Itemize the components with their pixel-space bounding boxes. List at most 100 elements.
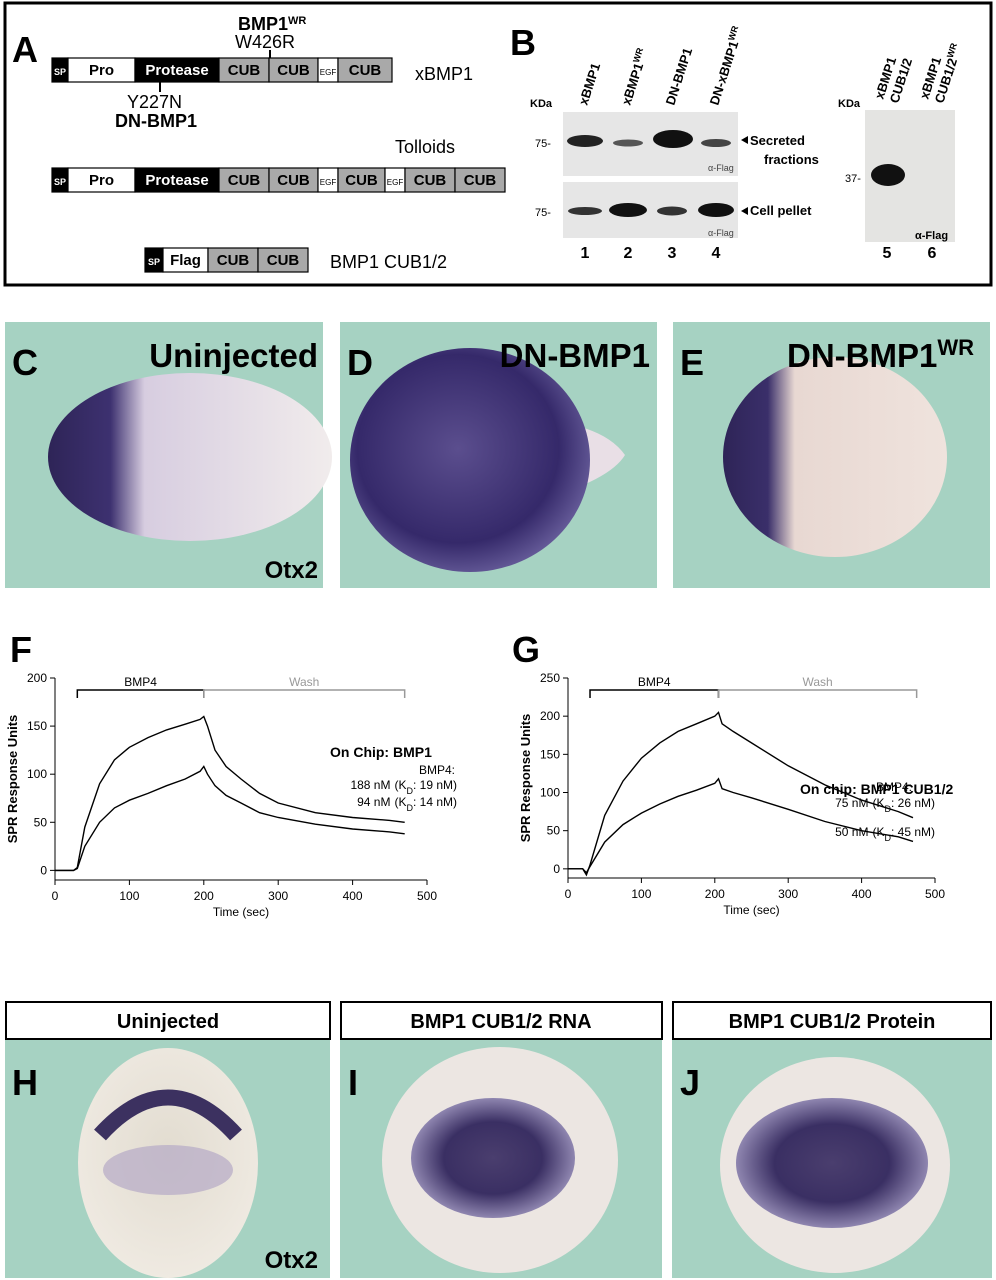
panel-letter: A xyxy=(12,29,38,70)
domain xyxy=(337,57,393,83)
x-tick-label: 300 xyxy=(268,889,288,903)
lane-number: 5 xyxy=(883,245,892,262)
band xyxy=(609,203,647,217)
domain-label: Flag xyxy=(170,252,201,269)
domain-label: Pro xyxy=(89,62,114,79)
domain-label: CUB xyxy=(414,172,447,189)
domain-label: CUB xyxy=(228,172,261,189)
domain xyxy=(268,57,319,83)
series-name: 75 nM xyxy=(835,796,868,810)
mutation-name: BMP1WR xyxy=(238,14,306,34)
panel-title: Uninjected xyxy=(149,337,318,374)
y-tick-label: 100 xyxy=(540,786,560,800)
x-tick-label: 300 xyxy=(778,887,798,901)
panel-title: BMP1 CUB1/2 RNA xyxy=(410,1011,591,1033)
y-tick-label: 0 xyxy=(553,862,560,876)
y-tick-label: 150 xyxy=(27,719,47,733)
kd-sub: D xyxy=(406,786,413,796)
kd-sub: D xyxy=(884,833,891,843)
kd: : 19 nM) xyxy=(413,778,457,792)
x-tick-label: 200 xyxy=(194,889,214,903)
domain xyxy=(218,167,270,193)
x-tick-label: 500 xyxy=(925,887,945,901)
panel-title: BMP1 CUB1/2 Protein xyxy=(729,1011,936,1033)
domain-label: EGF xyxy=(320,68,337,77)
top-frame xyxy=(3,1,993,287)
series-header: BMP4: xyxy=(876,780,912,794)
series-label: 188 nM (KD: 19 nM) xyxy=(350,778,457,796)
domain xyxy=(162,247,209,273)
band xyxy=(701,139,731,147)
annotation: On chip: BMP1 CUB1/2 xyxy=(800,781,953,797)
kda-label: KDa xyxy=(838,98,861,110)
band xyxy=(568,207,602,215)
lane-number: 2 xyxy=(624,245,633,262)
panel-letter: B xyxy=(510,22,536,63)
band xyxy=(698,203,734,217)
domain xyxy=(67,167,136,193)
stain xyxy=(411,1098,575,1218)
series-line xyxy=(568,711,914,877)
x-tick-label: 0 xyxy=(565,887,572,901)
mutation: Y227N xyxy=(127,92,182,112)
superscript: WR xyxy=(631,46,645,64)
y-tick-label: 100 xyxy=(27,767,47,781)
antibody: α-Flag xyxy=(915,230,948,242)
y-tick-label: 50 xyxy=(34,815,48,829)
blot-label: Secreted xyxy=(750,133,805,148)
embryo xyxy=(350,348,590,572)
series-line xyxy=(568,777,914,874)
construct-name: Tolloids xyxy=(395,137,455,157)
lane-label: xBMP1 xyxy=(576,61,604,107)
domain-label: CUB xyxy=(277,62,310,79)
series-line xyxy=(55,765,405,872)
y-tick-label: 200 xyxy=(540,709,560,723)
domain-label: Protease xyxy=(145,172,208,189)
stain xyxy=(103,1145,233,1195)
bracket-label: BMP4 xyxy=(124,675,157,689)
domain-label: EGF xyxy=(320,178,337,187)
panel-letter: E xyxy=(680,342,704,383)
domain-label: CUB xyxy=(349,62,382,79)
header-box xyxy=(5,1001,331,1040)
x-axis-label: Time (sec) xyxy=(213,905,269,919)
lane-label: DN-BMP1 xyxy=(663,46,696,107)
panel-title: DN-BMP1 xyxy=(500,337,650,374)
series-name: 94 nM xyxy=(357,795,390,809)
x-tick-label: 100 xyxy=(119,889,139,903)
domain-label: EGF xyxy=(387,178,404,187)
domain xyxy=(218,57,270,83)
domain xyxy=(67,57,136,83)
series-label: 94 nM (KD: 14 nM) xyxy=(357,795,457,813)
domain xyxy=(207,247,259,273)
y-axis-label: SPR Response Units xyxy=(5,715,20,844)
superscript: WR xyxy=(945,41,959,59)
superscript: WR xyxy=(937,335,974,360)
construct-name: BMP1 CUB1/2 xyxy=(330,252,447,272)
domain xyxy=(454,167,506,193)
domain xyxy=(268,167,319,193)
domain-label: SP xyxy=(148,257,160,267)
band xyxy=(871,164,905,186)
x-tick-label: 200 xyxy=(705,887,725,901)
panel-letter: F xyxy=(10,629,32,670)
header-box xyxy=(672,1001,992,1040)
x-tick-label: 400 xyxy=(343,889,363,903)
superscript: WR xyxy=(288,15,306,27)
domain xyxy=(404,167,456,193)
y-tick-label: 250 xyxy=(540,671,560,685)
marker: 75- xyxy=(535,138,551,150)
marker: 37- xyxy=(845,173,861,185)
band xyxy=(613,139,643,147)
stain xyxy=(736,1098,928,1228)
antibody: α-Flag xyxy=(708,163,734,173)
kd: : 14 nM) xyxy=(413,795,457,809)
bracket-label: Wash xyxy=(289,675,319,689)
stain-label: Otx2 xyxy=(265,557,318,584)
domain-label: CUB xyxy=(217,252,250,269)
x-tick-label: 0 xyxy=(52,889,59,903)
panel-letter: G xyxy=(512,629,540,670)
band xyxy=(657,206,687,216)
lane-number: 6 xyxy=(928,245,937,262)
